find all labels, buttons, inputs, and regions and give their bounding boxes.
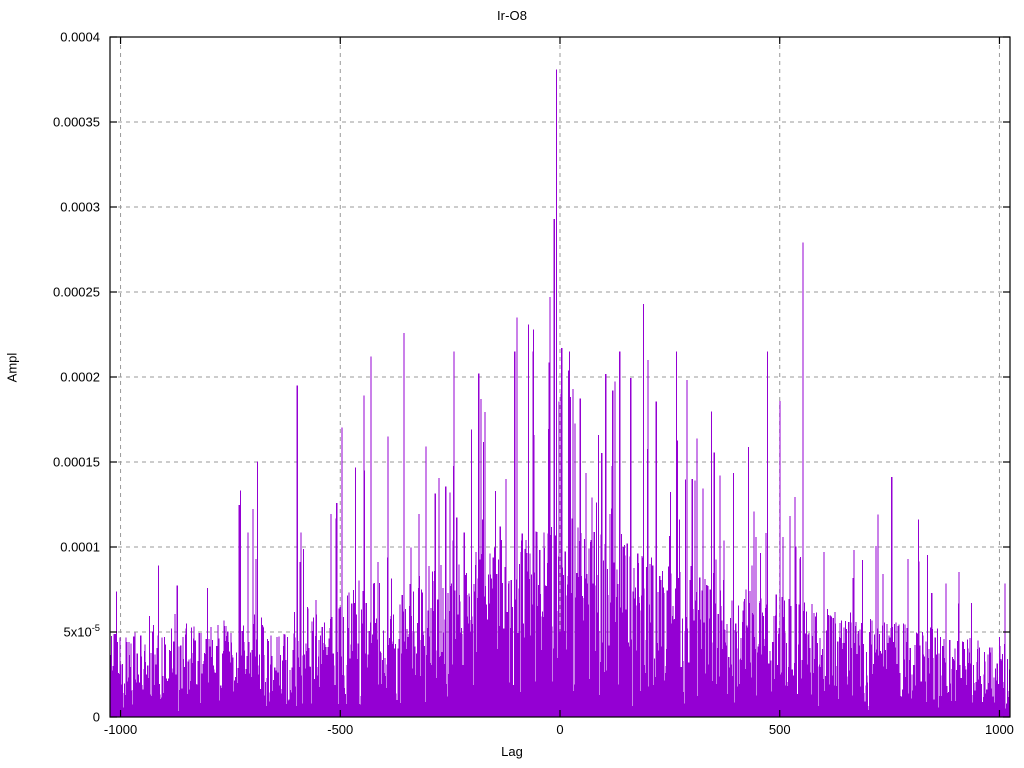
chart-title: Ir-O8 bbox=[496, 8, 528, 23]
y-tick-label: 0.0002 bbox=[60, 369, 100, 385]
axes-frame bbox=[109, 36, 1011, 718]
y-tick-label: 0.0003 bbox=[60, 199, 100, 215]
x-tick-label: -1000 bbox=[103, 722, 138, 737]
x-axis-label: Lag bbox=[501, 744, 523, 759]
y-tick-label: 0.0004 bbox=[60, 29, 100, 45]
grid-lines bbox=[110, 36, 1010, 717]
y-tick-label: 0.00015 bbox=[53, 454, 100, 470]
x-tick-label: -500 bbox=[327, 722, 354, 737]
x-tick-label: 500 bbox=[768, 722, 791, 737]
y-tick-label: 0.0001 bbox=[60, 539, 100, 555]
y-tick-label: 5x10-5 bbox=[63, 623, 100, 640]
y-tick-label: 0.00025 bbox=[53, 284, 100, 300]
y-tick-label: 0.00035 bbox=[53, 114, 100, 130]
x-tick-label: 0 bbox=[556, 722, 564, 737]
y-tick-label: 0 bbox=[92, 709, 100, 725]
x-tick-label: 1000 bbox=[984, 722, 1014, 737]
